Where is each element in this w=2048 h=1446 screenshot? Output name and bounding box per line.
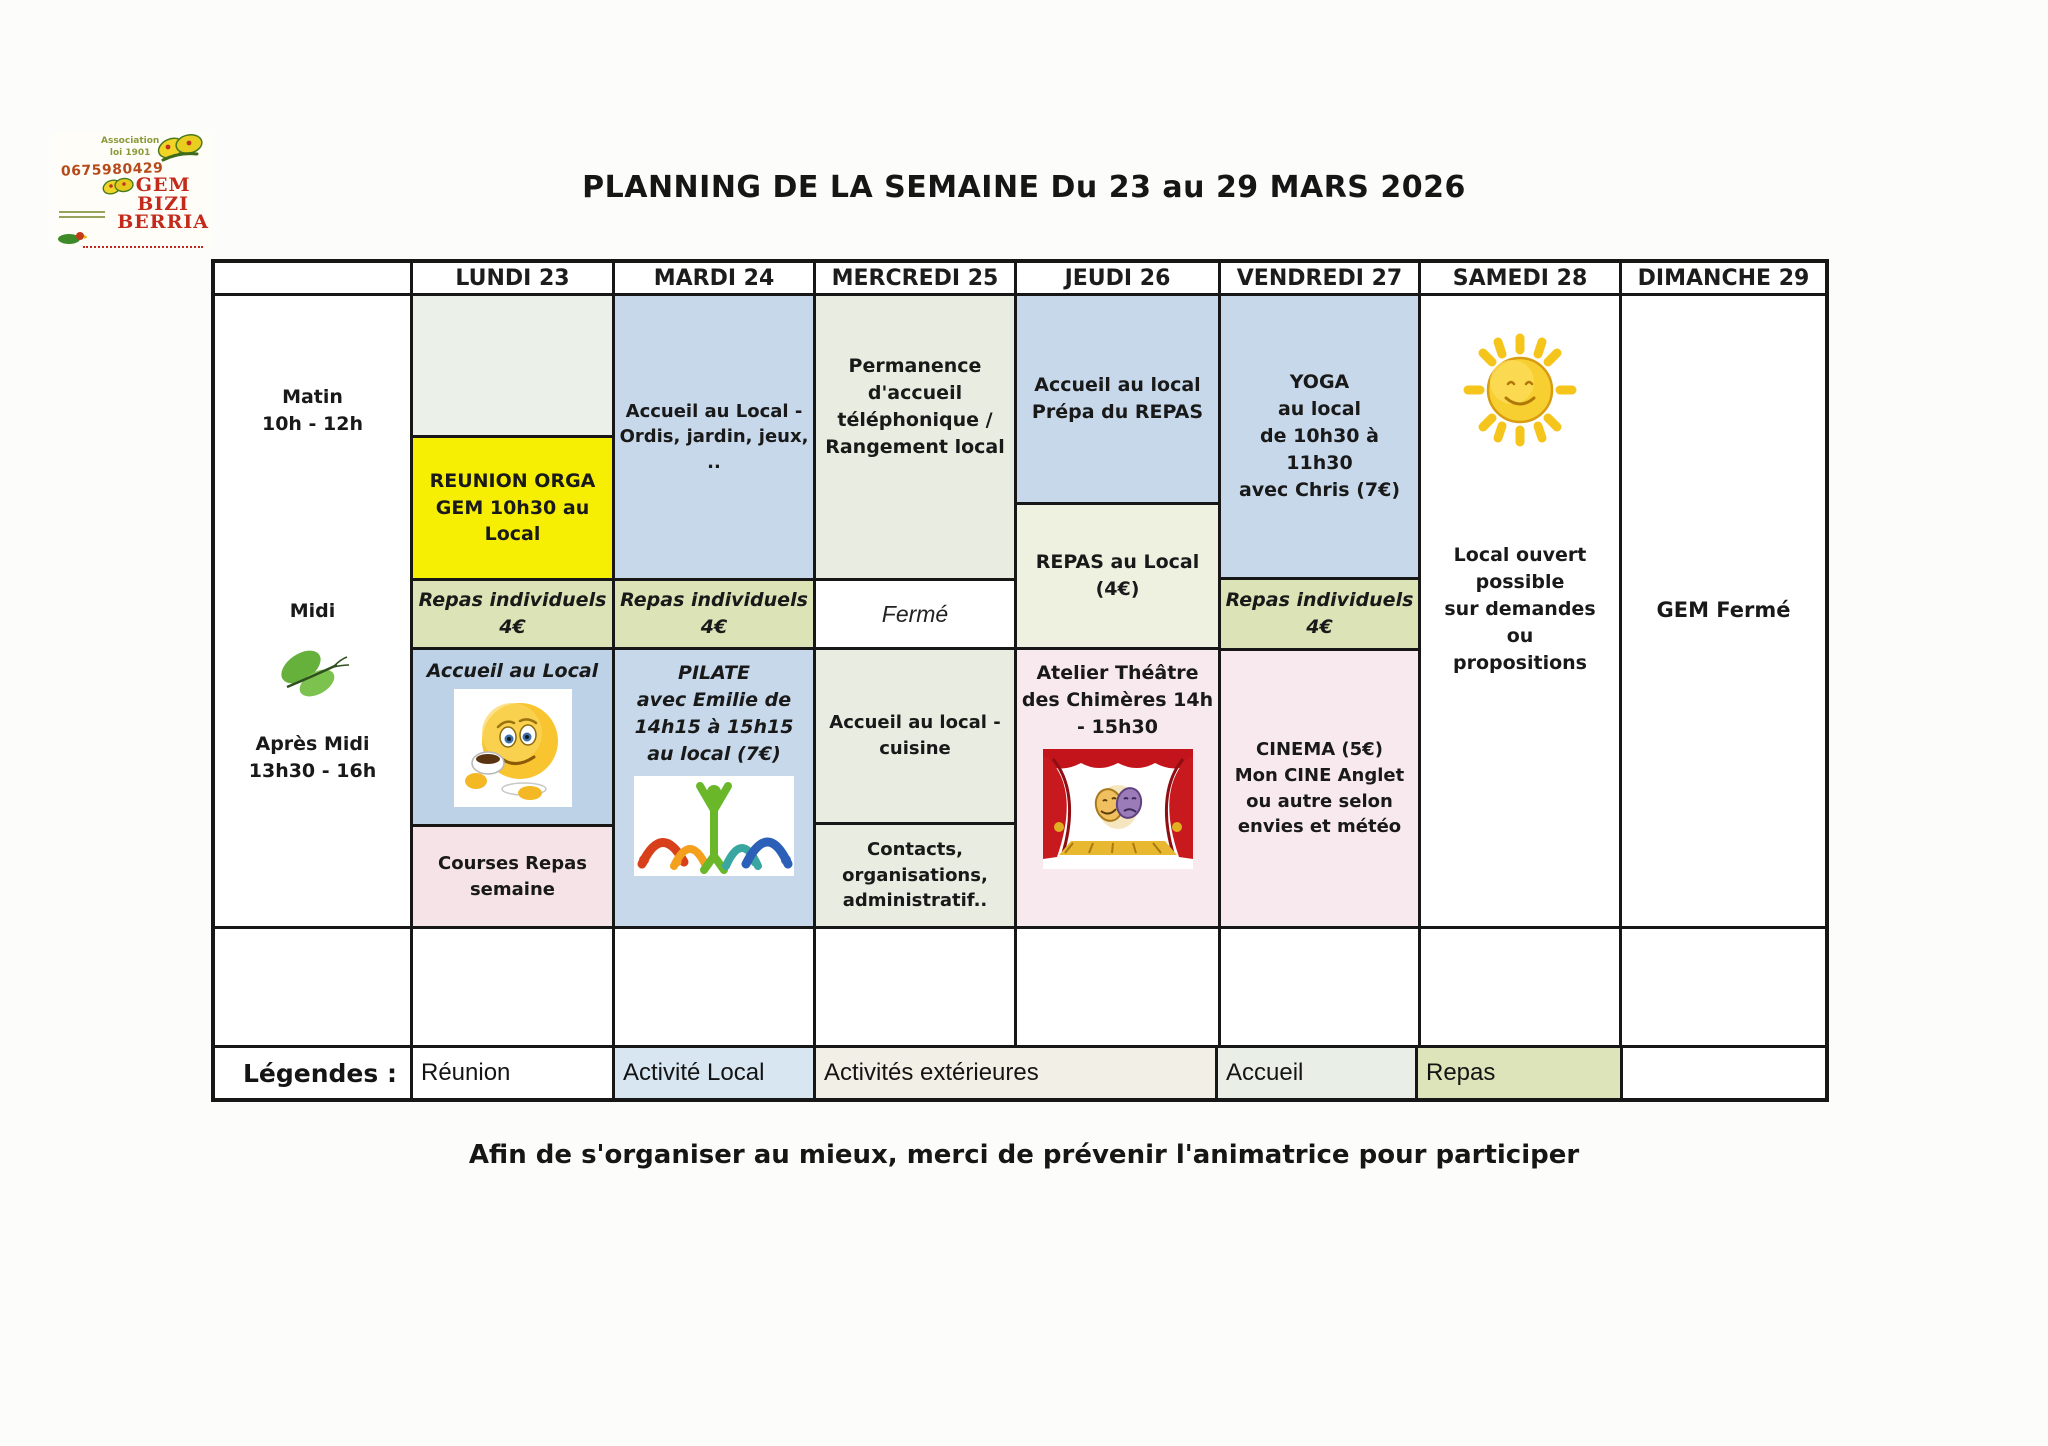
day-header-jeudi: JEUDI 26 (1017, 263, 1218, 296)
cell-dimanche-ferme: GEM Fermé (1622, 296, 1825, 929)
cell-jeudi-accueil-repas: Accueil au local Prépa du REPAS (1017, 296, 1218, 505)
butterfly-icon (280, 650, 349, 697)
column-time: Matin 10h - 12h Midi Après Midi 13h30 - … (215, 263, 413, 1045)
smiley-coffee-image (453, 688, 572, 807)
cell-lundi-empty-morning (413, 296, 612, 438)
logo-name: GEM BIZI BERRIA (117, 174, 209, 234)
column-vendredi: VENDREDI 27 YOGA au local de 10h30 à 11h… (1221, 263, 1421, 1045)
logo-address-lines (59, 208, 105, 221)
day-header-samedi: SAMEDI 28 (1421, 263, 1619, 296)
time-empty-cell (215, 929, 410, 1045)
association-logo: Association loi 1901 0675980429 GEM BIZI… (55, 132, 211, 248)
cell-vendredi-empty (1221, 929, 1418, 1045)
butterfly-small-icon (102, 177, 134, 195)
legend-activites-exterieures: Activités extérieures (816, 1048, 1218, 1098)
reunion-strong-text: REUNION (429, 469, 528, 492)
column-jeudi: JEUDI 26 Accueil au local Prépa du REPAS… (1017, 263, 1221, 1045)
legend-accueil: Accueil (1218, 1048, 1418, 1098)
cell-vendredi-cinema: CINEMA (5€) Mon CINE Anglet ou autre sel… (1221, 651, 1418, 929)
cell-mercredi-contacts: Contacts, organisations, administratif.. (816, 825, 1014, 929)
cell-mercredi-empty (816, 929, 1014, 1045)
column-mercredi: MERCREDI 25 Permanence d'accueil télépho… (816, 263, 1017, 1045)
column-dimanche: DIMANCHE 29 GEM Fermé (1622, 263, 1825, 1045)
column-lundi: LUNDI 23 REUNION ORGA GEM 10h30 au Local… (413, 263, 615, 1045)
day-header-dimanche: DIMANCHE 29 (1622, 263, 1825, 296)
footer-note: Afin de s'organiser au mieux, merci de p… (468, 1140, 1580, 1170)
legend-label: Légendes : (215, 1048, 413, 1098)
day-header-lundi: LUNDI 23 (413, 263, 612, 296)
day-header-mardi: MARDI 24 (615, 263, 813, 296)
cell-vendredi-repas: Repas individuels 4€ (1221, 580, 1418, 651)
legend-activite-local: Activité Local (615, 1048, 816, 1098)
day-header-mercredi: MERCREDI 25 (816, 263, 1014, 296)
day-header-vendredi: VENDREDI 27 (1221, 263, 1418, 296)
cell-lundi-empty (413, 929, 612, 1045)
sun-image (1463, 333, 1577, 447)
butterfly-large-icon (157, 134, 203, 162)
cell-mercredi-accueil-cuisine: Accueil au local - cuisine (816, 650, 1014, 825)
cell-dimanche-empty (1622, 929, 1825, 1045)
cell-lundi-courses: Courses Repas semaine (413, 827, 612, 929)
bird-icon (58, 232, 87, 244)
cell-vendredi-yoga: YOGA au local de 10h30 à 11h30 avec Chri… (1221, 296, 1418, 580)
time-afternoon: Après Midi 13h30 - 16h (248, 732, 377, 782)
time-slots-cell: Matin 10h - 12h Midi Après Midi 13h30 - … (215, 296, 410, 929)
cell-jeudi-repas-local: REPAS au Local (4€) (1017, 505, 1218, 650)
cell-mardi-pilate: PILATE avec Emilie de 14h15 à 15h15 au l… (615, 650, 813, 929)
pilates-image (634, 775, 794, 876)
column-mardi: MARDI 24 Accueil au Local - Ordis, jardi… (615, 263, 816, 1045)
time-morning: Matin 10h - 12h (261, 386, 364, 435)
planning-table: Matin 10h - 12h Midi Après Midi 13h30 - … (211, 259, 1829, 1102)
page-title: PLANNING DE LA SEMAINE Du 23 au 29 MARS … (582, 170, 1466, 205)
column-samedi: SAMEDI 28 Local ouvert (1421, 263, 1622, 1045)
legend-empty (1623, 1048, 1825, 1098)
reunion-rest-text: ORGA GEM 10h30 au Local (435, 469, 596, 546)
legend-repas: Repas (1418, 1048, 1623, 1098)
cell-mardi-empty (615, 929, 813, 1045)
cell-mardi-repas: Repas individuels 4€ (615, 581, 813, 650)
logo-association-text: Association loi 1901 (101, 136, 160, 158)
cell-lundi-accueil: Accueil au Local (413, 650, 612, 827)
cell-mercredi-ferme: Fermé (816, 581, 1014, 650)
cell-lundi-repas: Repas individuels 4€ (413, 581, 612, 650)
cell-samedi-empty (1421, 929, 1619, 1045)
legend-reunion: Réunion (413, 1048, 615, 1098)
legend-row: Légendes : Réunion Activité Local Activi… (215, 1045, 1825, 1098)
time-header-cell (215, 263, 410, 296)
cell-mercredi-permanence: Permanence d'accueil téléphonique / Rang… (816, 296, 1014, 581)
planning-grid: Matin 10h - 12h Midi Après Midi 13h30 - … (215, 263, 1825, 1045)
cell-samedi-local-ouvert: Local ouvert possible sur demandes ou pr… (1421, 296, 1619, 929)
cell-lundi-reunion: REUNION ORGA GEM 10h30 au Local (413, 438, 612, 581)
logo-website-line (83, 246, 203, 248)
cell-jeudi-theatre: Atelier Théâtre des Chimères 14h - 15h30 (1017, 650, 1218, 929)
cell-mardi-accueil: Accueil au Local - Ordis, jardin, jeux, … (615, 296, 813, 581)
time-noon: Midi (289, 599, 336, 622)
cell-jeudi-empty (1017, 929, 1218, 1045)
theatre-image (1042, 748, 1193, 869)
